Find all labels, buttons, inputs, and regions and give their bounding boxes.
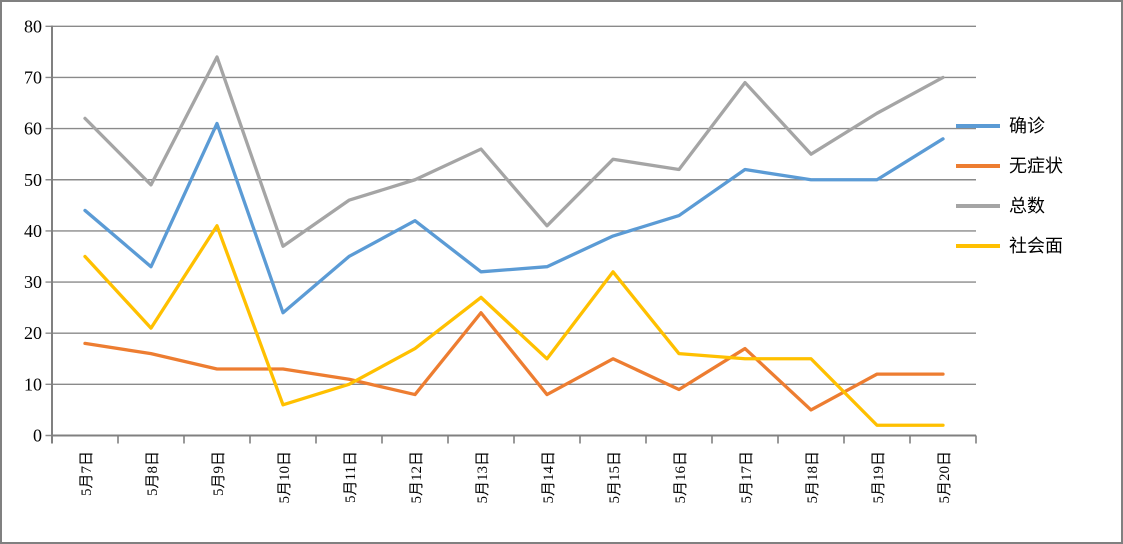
x-tick-label: 5月7日 <box>79 451 95 496</box>
legend-label-confirmed: 确诊 <box>1009 116 1045 136</box>
x-axis-labels: 5月7日 5月8日 5月9日 5月10日 5月11日 5月12日 5月13日 5月14日 5月1… <box>79 451 953 504</box>
y-tick-label: 0 <box>33 426 42 446</box>
series-line-2 <box>83 55 945 248</box>
series-line-0 <box>83 121 945 315</box>
y-tick-label: 60 <box>24 119 42 139</box>
x-tick-label: 5月19日 <box>871 451 887 504</box>
legend-item-community: 社会面 <box>956 226 1116 266</box>
x-tick-label: 5月18日 <box>805 451 821 504</box>
legend-line-swatch-asymptomatic <box>956 164 1000 168</box>
legend-line-swatch-confirmed <box>956 124 1000 128</box>
legend-label-asymptomatic: 无症状 <box>1009 156 1063 176</box>
y-tick-label: 80 <box>24 16 42 36</box>
y-tick-label: 20 <box>24 323 42 343</box>
y-tick-label: 40 <box>24 221 42 241</box>
x-tick-label: 5月13日 <box>475 451 491 504</box>
legend-line-swatch-community <box>956 244 1000 248</box>
x-tick-label: 5月15日 <box>607 451 623 504</box>
chart-legend: 确诊 无症状 总数 社会面 <box>956 106 1116 266</box>
legend-label-community: 社会面 <box>1009 236 1063 256</box>
x-tick-label: 5月9日 <box>211 451 227 496</box>
x-tick-label: 5月11日 <box>343 451 359 503</box>
x-tick-label: 5月8日 <box>145 451 161 496</box>
y-tick-label: 10 <box>24 374 42 394</box>
axes <box>51 25 977 444</box>
y-tick-label: 30 <box>24 272 42 292</box>
legend-item-confirmed: 确诊 <box>956 106 1116 146</box>
x-tick-label: 5月20日 <box>937 451 953 504</box>
y-tick-label: 70 <box>24 67 42 87</box>
x-tick-label: 5月17日 <box>739 451 755 504</box>
x-tick-label: 5月10日 <box>277 451 293 504</box>
legend-label-total: 总数 <box>1009 196 1045 216</box>
legend-line-swatch-total <box>956 204 1000 208</box>
x-tick-label: 5月16日 <box>673 451 689 504</box>
series-line-1 <box>83 311 945 412</box>
gridlines <box>45 25 976 437</box>
y-tick-label: 50 <box>24 170 42 190</box>
y-axis-labels: 0 10 20 30 40 50 60 70 80 <box>24 16 42 445</box>
series-line-3 <box>83 224 945 427</box>
legend-item-asymptomatic: 无症状 <box>956 146 1116 186</box>
x-tick-label: 5月14日 <box>541 451 557 504</box>
x-tick-label: 5月12日 <box>409 451 425 504</box>
legend-item-total: 总数 <box>956 186 1116 226</box>
